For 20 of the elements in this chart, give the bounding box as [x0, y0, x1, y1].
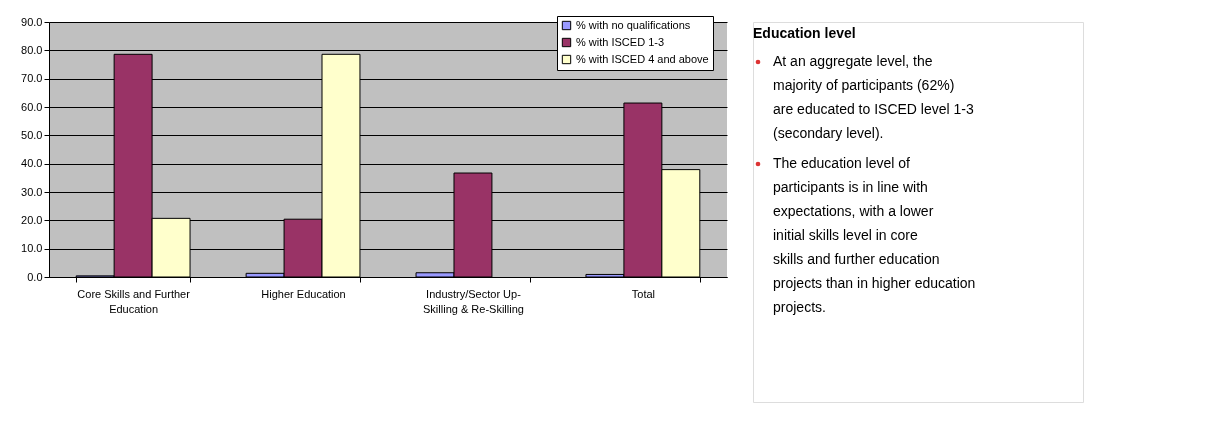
y-tick-label: 10.0 — [21, 242, 43, 255]
legend-label: % with ISCED 1-3 — [576, 35, 665, 48]
y-tick-label: 40.0 — [21, 157, 43, 170]
y-tick-label: 80.0 — [21, 43, 43, 56]
text: At an aggregate level, the majority of participants (62%) are educated to ISCED level 1-3 (secondary level). — [773, 53, 974, 141]
x-tick-label: Core Skills and Further Education — [77, 287, 191, 315]
y-tick-label: 30.0 — [21, 185, 43, 198]
y-tick-label: 50.0 — [21, 128, 43, 141]
x-tick-label: Higher Education — [261, 287, 346, 300]
text: The education level of participants is in line with expectations, with a lower initial skills level in core skills and further education projects than in higher education projects. — [773, 155, 976, 315]
y-tick-label: 0.0 — [27, 270, 43, 283]
y-tick-label: 90.0 — [21, 15, 43, 28]
legend-label: % with no qualifications — [576, 18, 691, 31]
x-tick-label: Total — [631, 287, 656, 300]
text: Education level — [753, 25, 856, 41]
y-tick-label: 60.0 — [21, 100, 43, 113]
y-tick-label: 20.0 — [21, 213, 43, 226]
legend-label: % with ISCED 4 and above — [576, 52, 709, 65]
y-tick-label: 70.0 — [21, 72, 43, 85]
x-tick-label: Industry/Sector Up-Skilling & Re-Skilling — [423, 287, 524, 315]
